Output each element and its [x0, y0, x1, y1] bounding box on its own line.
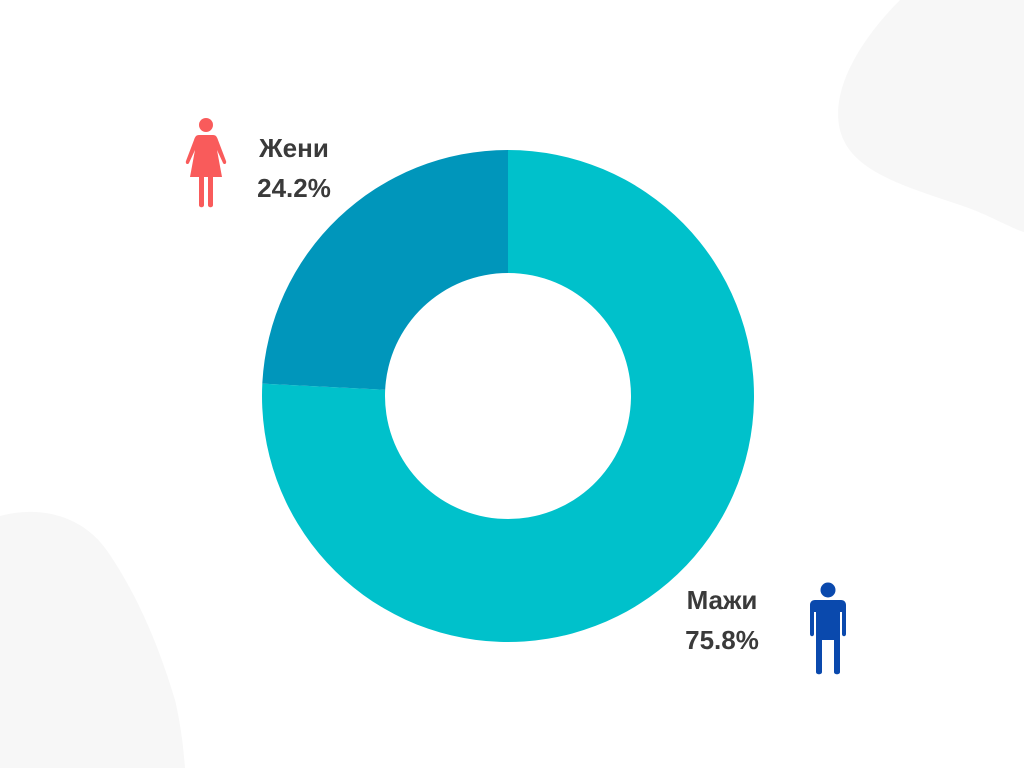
men-label-percent: 75.8% [685, 625, 759, 655]
women-slice-label: Жени 24.2% [236, 128, 352, 208]
donut-slice-1 [262, 150, 508, 390]
men-slice-label: Мажи 75.8% [662, 580, 782, 660]
woman-icon [185, 118, 227, 208]
decor-blob-bottom-left [0, 511, 185, 768]
donut-slices [262, 150, 754, 643]
decor-blob-top-right [838, 0, 1024, 232]
donut-slice-0 [262, 150, 754, 643]
man-icon [810, 582, 846, 675]
women-label-percent: 24.2% [257, 173, 331, 203]
women-label-name: Жени [259, 133, 329, 163]
men-label-name: Мажи [686, 585, 758, 615]
